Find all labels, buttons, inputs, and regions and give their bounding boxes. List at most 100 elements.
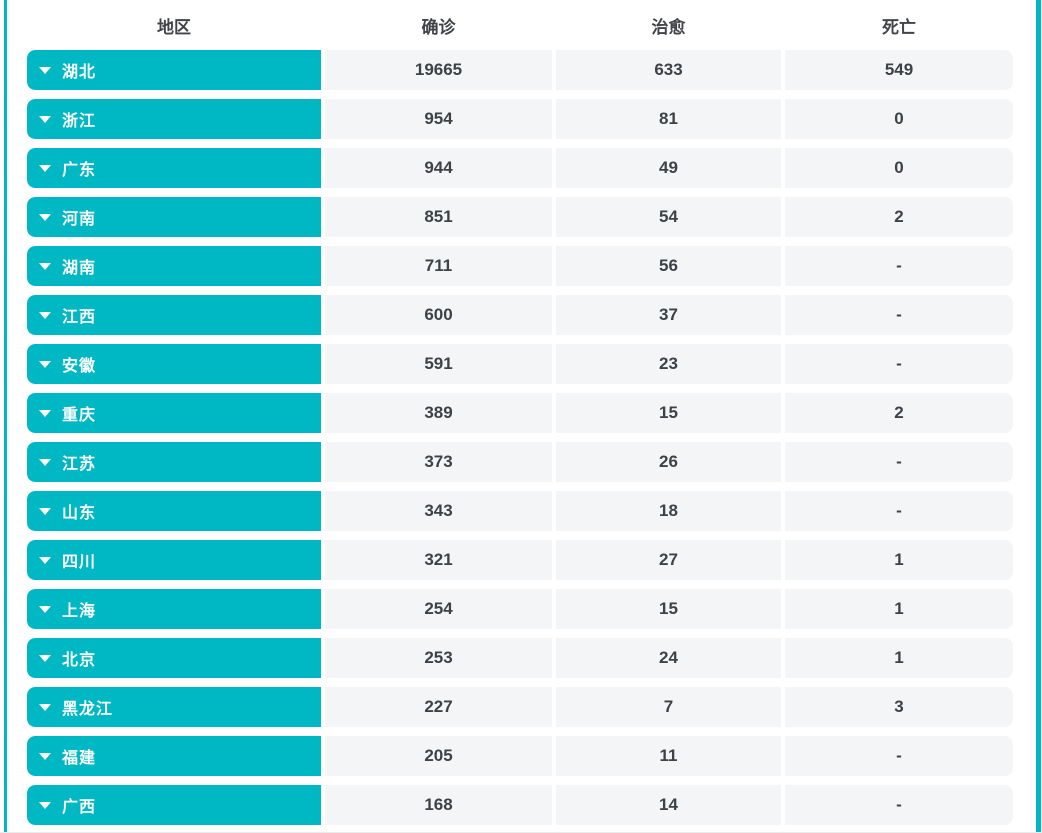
region-name: 江西 (62, 309, 97, 326)
region-toggle-button[interactable]: 安徽 (27, 344, 321, 384)
cured-value-cell: 54 (556, 197, 781, 237)
column-header-confirmed: 确诊 (421, 17, 456, 37)
confirmed-value-cell: 227 (325, 687, 552, 727)
table-row: 安徽 591 23 - (27, 344, 1013, 384)
confirmed-value-cell: 711 (325, 246, 552, 286)
table-row: 四川 321 27 1 (27, 540, 1013, 580)
dead-value-cell: 1 (785, 638, 1013, 678)
table-row: 北京 253 24 1 (27, 638, 1013, 678)
dead-value-cell: 2 (785, 197, 1013, 237)
cured-value-cell: 26 (556, 442, 781, 482)
cured-value-cell: 18 (556, 491, 781, 531)
dead-value-cell: 3 (785, 687, 1013, 727)
region-toggle-button[interactable]: 湖南 (27, 246, 321, 286)
caret-down-icon (39, 66, 51, 74)
table-row: 浙江 954 81 0 (27, 99, 1013, 139)
region-toggle-button[interactable]: 北京 (27, 638, 321, 678)
cured-value-cell: 7 (556, 687, 781, 727)
dead-value-cell: - (785, 785, 1013, 825)
dead-value-cell: - (785, 344, 1013, 384)
table-row: 江苏 373 26 - (27, 442, 1013, 482)
cured-value-cell: 49 (556, 148, 781, 188)
region-name: 北京 (62, 652, 97, 669)
cured-value-cell: 56 (556, 246, 781, 286)
region-name: 黑龙江 (62, 701, 114, 718)
confirmed-value-cell: 343 (325, 491, 552, 531)
caret-down-icon (39, 213, 51, 221)
region-name: 广东 (62, 162, 97, 179)
region-name: 重庆 (62, 407, 97, 424)
table-row: 江西 600 37 - (27, 295, 1013, 335)
region-toggle-button[interactable]: 黑龙江 (27, 687, 321, 727)
dead-value-cell: 2 (785, 393, 1013, 433)
confirmed-value-cell: 168 (325, 785, 552, 825)
region-toggle-button[interactable]: 上海 (27, 589, 321, 629)
cured-value-cell: 15 (556, 393, 781, 433)
region-name: 上海 (62, 603, 97, 620)
region-name: 广西 (62, 799, 97, 816)
confirmed-value-cell: 205 (325, 736, 552, 776)
dead-value-cell: 549 (785, 50, 1013, 90)
region-toggle-button[interactable]: 江西 (27, 295, 321, 335)
confirmed-value-cell: 389 (325, 393, 552, 433)
region-toggle-button[interactable]: 江苏 (27, 442, 321, 482)
dead-value-cell: - (785, 442, 1013, 482)
dead-value-cell: 0 (785, 99, 1013, 139)
region-toggle-button[interactable]: 福建 (27, 736, 321, 776)
caret-down-icon (39, 409, 51, 417)
table-row: 重庆 389 15 2 (27, 393, 1013, 433)
table-header: 地区 确诊 治愈 死亡 (27, 0, 1013, 50)
region-toggle-button[interactable]: 四川 (27, 540, 321, 580)
cured-value-cell: 37 (556, 295, 781, 335)
cured-value-cell: 81 (556, 99, 781, 139)
region-toggle-button[interactable]: 湖北 (27, 50, 321, 90)
caret-down-icon (39, 458, 51, 466)
cured-value-cell: 11 (556, 736, 781, 776)
cured-value-cell: 23 (556, 344, 781, 384)
region-toggle-button[interactable]: 山东 (27, 491, 321, 531)
dead-value-cell: 1 (785, 540, 1013, 580)
region-name: 四川 (62, 554, 97, 571)
table-row: 河南 851 54 2 (27, 197, 1013, 237)
caret-down-icon (39, 262, 51, 270)
confirmed-value-cell: 954 (325, 99, 552, 139)
region-name: 河南 (62, 211, 97, 228)
table-row: 广东 944 49 0 (27, 148, 1013, 188)
caret-down-icon (39, 360, 51, 368)
region-toggle-button[interactable]: 重庆 (27, 393, 321, 433)
confirmed-value-cell: 19665 (325, 50, 552, 90)
region-toggle-button[interactable]: 广东 (27, 148, 321, 188)
region-name: 安徽 (62, 358, 97, 375)
dead-value-cell: - (785, 736, 1013, 776)
confirmed-value-cell: 600 (325, 295, 552, 335)
caret-down-icon (39, 507, 51, 515)
cured-value-cell: 14 (556, 785, 781, 825)
region-name: 山东 (62, 505, 97, 522)
column-header-cured: 治愈 (651, 17, 686, 37)
right-accent-border (1036, 0, 1041, 832)
confirmed-value-cell: 591 (325, 344, 552, 384)
dead-value-cell: 1 (785, 589, 1013, 629)
caret-down-icon (39, 556, 51, 564)
table-row: 湖南 711 56 - (27, 246, 1013, 286)
confirmed-value-cell: 321 (325, 540, 552, 580)
left-accent-border (4, 0, 7, 832)
table-row: 湖北 19665 633 549 (27, 50, 1013, 90)
stats-table: 地区 确诊 治愈 死亡 湖北 19665 633 549 浙江 954 81 0… (27, 0, 1013, 832)
region-toggle-button[interactable]: 浙江 (27, 99, 321, 139)
region-toggle-button[interactable]: 河南 (27, 197, 321, 237)
table-body: 湖北 19665 633 549 浙江 954 81 0 广东 944 49 0… (27, 50, 1013, 825)
confirmed-value-cell: 254 (325, 589, 552, 629)
dead-value-cell: - (785, 246, 1013, 286)
table-row: 山东 343 18 - (27, 491, 1013, 531)
column-header-dead: 死亡 (882, 17, 916, 37)
dead-value-cell: 0 (785, 148, 1013, 188)
dead-value-cell: - (785, 491, 1013, 531)
cured-value-cell: 633 (556, 50, 781, 90)
region-toggle-button[interactable]: 广西 (27, 785, 321, 825)
caret-down-icon (39, 654, 51, 662)
region-name: 福建 (62, 750, 97, 767)
table-row: 上海 254 15 1 (27, 589, 1013, 629)
confirmed-value-cell: 851 (325, 197, 552, 237)
